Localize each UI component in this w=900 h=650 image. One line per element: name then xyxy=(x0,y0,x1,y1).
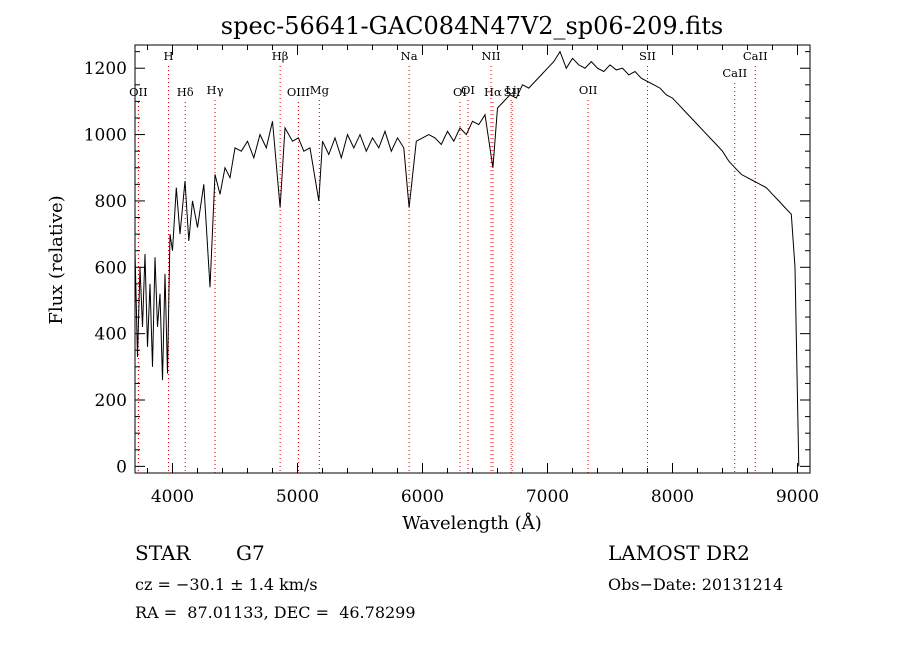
subclass: G7 xyxy=(236,541,265,565)
x-tick-label: 5000 xyxy=(276,487,319,507)
line-id-label-8: OI xyxy=(453,85,467,99)
y-tick-label: 400 xyxy=(95,325,127,345)
line-id-label-9: OI xyxy=(461,83,475,97)
line-id-label-2: Hδ xyxy=(177,85,194,99)
x-tick-label: 4000 xyxy=(151,487,194,507)
line-id-label-15: SII xyxy=(639,49,656,63)
x-tick-label: 8000 xyxy=(651,487,694,507)
y-tick-label: 1000 xyxy=(84,126,127,146)
chart-title: spec-56641-GAC084N47V2_sp06-209.fits xyxy=(221,12,723,40)
line-id-label-5: OIII xyxy=(287,85,310,99)
line-id-label-14: OII xyxy=(579,83,598,97)
line-id-label-13: Li xyxy=(505,83,517,97)
y-axis-label: Flux (relative) xyxy=(46,195,67,324)
y-tick-label: 0 xyxy=(116,457,127,477)
y-tick-label: 800 xyxy=(95,192,127,212)
line-id-label-10: NII xyxy=(481,49,500,63)
x-axis-label: Wavelength (Å) xyxy=(402,512,542,534)
line-id-label-12: SII xyxy=(504,85,521,99)
observation-date: Obs−Date: 20131214 xyxy=(608,575,784,594)
object-class: STAR xyxy=(135,541,191,565)
line-id-label-6: Mg xyxy=(310,83,330,97)
x-tick-label: 6000 xyxy=(401,487,444,507)
line-id-label-1: H xyxy=(163,49,173,63)
coordinates: RA = 87.01133, DEC = 46.78299 xyxy=(135,603,416,622)
y-tick-layer: 0 200 400 600 800 1000 1200 xyxy=(84,51,810,477)
line-id-label-3: Hγ xyxy=(207,83,224,97)
plot-frame xyxy=(134,44,811,474)
data-release: LAMOST DR2 xyxy=(608,541,750,565)
spectrum-line xyxy=(134,50,800,467)
y-tick-label: 600 xyxy=(95,258,127,278)
line-id-label-11: Hα xyxy=(484,85,502,99)
x-tick-layer: 4000 5000 6000 7000 8000 9000 xyxy=(147,45,819,507)
line-id-label-7: Na xyxy=(401,49,418,63)
y-tick-label: 200 xyxy=(95,391,127,411)
line-id-label-4: Hβ xyxy=(272,49,289,63)
x-tick-label: 9000 xyxy=(776,487,819,507)
line-id-label-17: CaII xyxy=(743,49,768,63)
line-id-label-0: OII xyxy=(129,85,148,99)
redshift-cz: cz = −30.1 ± 1.4 km/s xyxy=(135,575,318,594)
line-id-label-16: CaII xyxy=(722,66,747,80)
x-tick-label: 7000 xyxy=(526,487,569,507)
y-tick-label: 1200 xyxy=(84,59,127,79)
